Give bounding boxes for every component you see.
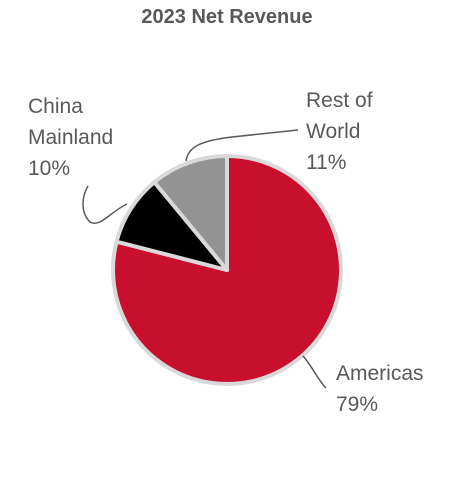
label-americas-line-1: Americas xyxy=(336,362,424,385)
label-china-line-2: Mainland xyxy=(28,126,114,149)
label-row-line-1: Rest of xyxy=(306,89,373,112)
label-americas-pct: 79% xyxy=(336,393,379,416)
chart-title: 2023 Net Revenue xyxy=(141,6,313,28)
label-row-pct: 11% xyxy=(306,151,347,174)
slice-rest-of-world xyxy=(152,154,229,272)
leader-rest-of-world xyxy=(185,129,299,162)
label-row-line-2: World xyxy=(306,120,361,143)
label-china-line-1: China xyxy=(28,95,83,118)
slice-americas xyxy=(111,154,343,386)
label-china-mainland: China Mainland 10% xyxy=(28,91,113,184)
leader-americas xyxy=(302,355,327,389)
leader-china-mainland xyxy=(82,185,128,225)
label-americas: Americas 79% xyxy=(336,358,424,420)
label-china-pct: 10% xyxy=(28,157,71,180)
label-rest-of-world: Rest of World 11% xyxy=(306,85,373,178)
